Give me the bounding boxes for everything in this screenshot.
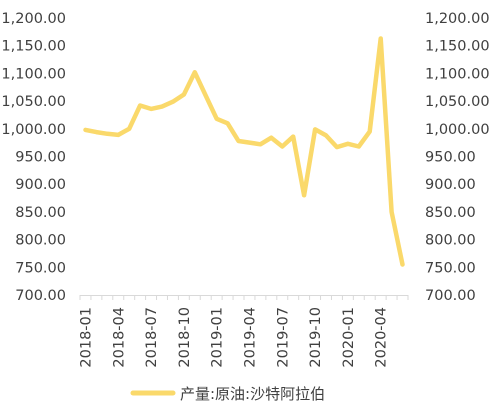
- left-y-tick-label: 850.00: [15, 205, 66, 221]
- series-group: [83, 36, 405, 267]
- x-tick-label: 2020-01: [341, 307, 357, 368]
- series-line: [83, 36, 405, 267]
- left-y-tick-label: 1,100.00: [1, 66, 66, 82]
- x-tick-label: 2019-01: [210, 307, 226, 368]
- left-y-tick-label: 700.00: [15, 288, 66, 304]
- right-y-axis-labels: 1,200.00 1,150.00 1,100.00 1,050.00 1,000.00…: [425, 11, 490, 304]
- left-y-tick-label: 900.00: [15, 177, 66, 193]
- x-tick-label: 2018-01: [78, 307, 94, 368]
- left-y-axis-labels: 1,200.00 1,150.00 1,100.00 1,050.00 1,000.00…: [1, 11, 66, 304]
- right-y-tick-label: 950.00: [425, 150, 476, 166]
- x-axis-ticks: [79, 295, 409, 300]
- right-y-tick-label: 1,050.00: [425, 94, 490, 110]
- right-y-tick-label: 850.00: [425, 205, 476, 221]
- legend-label: 产量:原油:沙特阿拉伯: [180, 385, 325, 403]
- right-y-tick-label: 750.00: [425, 260, 476, 276]
- left-y-tick-label: 750.00: [15, 260, 66, 276]
- left-y-tick-label: 1,150.00: [1, 39, 66, 55]
- x-axis-labels: 2018-01 2018-04 2018-07 2018-10 2019-01 2019-…: [78, 307, 389, 368]
- right-y-tick-label: 700.00: [425, 288, 476, 304]
- left-y-tick-label: 1,050.00: [1, 94, 66, 110]
- right-y-tick-label: 800.00: [425, 233, 476, 249]
- right-y-tick-label: 1,100.00: [425, 66, 490, 82]
- x-tick-label: 2018-10: [177, 307, 193, 368]
- x-tick-label: 2018-04: [111, 307, 127, 368]
- left-y-tick-label: 1,200.00: [1, 11, 66, 27]
- legend: 产量:原油:沙特阿拉伯: [130, 385, 325, 403]
- right-y-tick-label: 1,000.00: [425, 122, 490, 138]
- right-y-tick-label: 1,200.00: [425, 11, 490, 27]
- x-tick-label: 2019-07: [275, 307, 291, 368]
- left-y-tick-label: 800.00: [15, 233, 66, 249]
- right-y-tick-label: 900.00: [425, 177, 476, 193]
- x-tick-label: 2020-04: [374, 307, 390, 368]
- x-tick-label: 2019-10: [308, 307, 324, 368]
- left-y-tick-label: 950.00: [15, 150, 66, 166]
- x-tick-label: 2019-04: [242, 307, 258, 368]
- right-y-tick-label: 1,150.00: [425, 39, 490, 55]
- left-y-tick-label: 1,000.00: [1, 122, 66, 138]
- x-tick-label: 2018-07: [144, 307, 160, 368]
